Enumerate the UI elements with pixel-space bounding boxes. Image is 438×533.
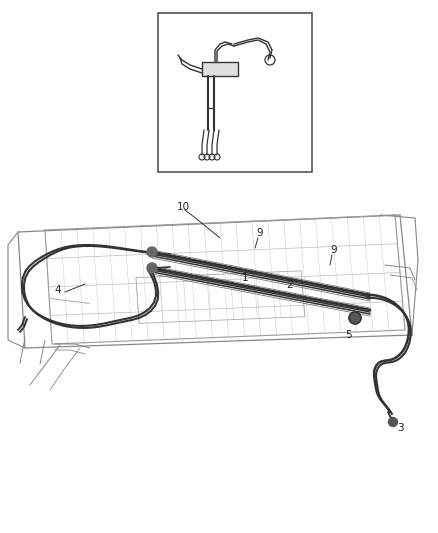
Circle shape	[147, 263, 157, 273]
Text: 9: 9	[331, 245, 337, 255]
Bar	[158, 13, 312, 172]
Text: 9: 9	[257, 228, 263, 238]
Text: 4: 4	[55, 285, 61, 295]
Bar	[202, 62, 238, 76]
Text: 5: 5	[345, 330, 351, 340]
Circle shape	[147, 247, 157, 257]
Text: 2: 2	[287, 280, 293, 290]
Text: 10: 10	[177, 202, 190, 212]
Text: 1: 1	[242, 273, 248, 283]
Circle shape	[349, 312, 361, 324]
Text: 3: 3	[397, 423, 403, 433]
Circle shape	[389, 417, 398, 426]
